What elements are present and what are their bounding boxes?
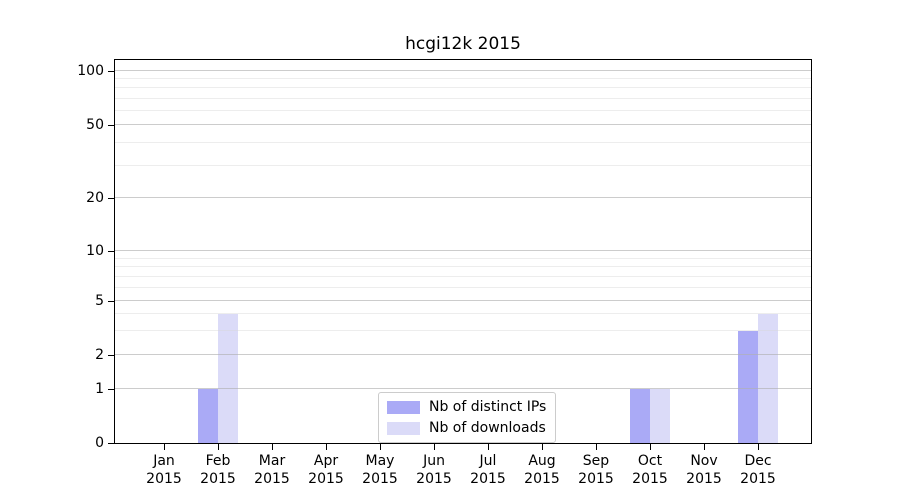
x-axis-tick-label: Nov 2015 [686,453,722,487]
gridline-minor [115,142,811,143]
x-tick-mark [272,444,273,450]
legend-item: Nb of distinct IPs [387,399,546,415]
x-tick-mark [596,444,597,450]
gridline-minor [115,78,811,79]
gridline-minor [115,258,811,259]
plot-area [114,59,812,444]
gridline-major [115,300,811,301]
x-axis-tick-label: Apr 2015 [308,453,344,487]
bar-distinct-ips [198,389,218,443]
bar-downloads [218,314,238,443]
gridline-minor [115,98,811,99]
gridline-minor [115,165,811,166]
x-tick-mark [434,444,435,450]
x-axis-tick-label: Jun 2015 [416,453,452,487]
y-tick-mark [108,389,114,390]
gridline-minor [115,87,811,88]
y-axis-tick-label: 100 [77,63,104,79]
bar-downloads [650,389,670,443]
x-tick-mark [326,444,327,450]
x-axis-tick-label: Sep 2015 [578,453,614,487]
gridline-major [115,250,811,251]
legend-label: Nb of downloads [429,420,546,436]
bar-distinct-ips [738,331,758,443]
x-tick-mark [164,444,165,450]
x-axis-tick-label: Aug 2015 [524,453,560,487]
x-axis-tick-label: May 2015 [362,453,398,487]
y-tick-mark [108,125,114,126]
legend: Nb of distinct IPs Nb of downloads [378,392,557,443]
x-axis-tick-label: Dec 2015 [740,453,776,487]
y-axis-tick-label: 20 [86,190,104,206]
gridline-minor [115,110,811,111]
x-tick-mark [380,444,381,450]
gridline-major [115,70,811,71]
y-axis-tick-label: 50 [86,117,104,133]
legend-swatch [387,421,420,435]
y-tick-mark [108,71,114,72]
x-tick-mark [542,444,543,450]
x-tick-mark [650,444,651,450]
x-tick-mark [758,444,759,450]
gridline-minor [115,276,811,277]
x-axis-tick-label: Oct 2015 [632,453,668,487]
legend-item: Nb of downloads [387,420,546,436]
x-tick-mark [488,444,489,450]
gridline-minor [115,287,811,288]
y-tick-mark [108,198,114,199]
bar-distinct-ips [630,389,650,443]
legend-label: Nb of distinct IPs [429,399,547,415]
gridline-major [115,197,811,198]
x-axis-tick-label: Mar 2015 [254,453,290,487]
y-tick-mark [108,443,114,444]
y-axis-tick-label: 1 [95,381,104,397]
x-axis-tick-label: Feb 2015 [200,453,236,487]
gridline-major [115,124,811,125]
y-tick-mark [108,355,114,356]
x-tick-mark [218,444,219,450]
y-axis-tick-label: 2 [95,347,104,363]
chart-title: hcgi12k 2015 [405,34,521,54]
bar-downloads [758,314,778,443]
x-axis-tick-label: Jan 2015 [146,453,182,487]
y-tick-mark [108,251,114,252]
y-axis-tick-label: 0 [95,435,104,451]
x-axis-tick-label: Jul 2015 [470,453,506,487]
legend-swatch [387,400,420,414]
gridline-minor [115,266,811,267]
y-tick-mark [108,301,114,302]
y-axis-tick-label: 5 [95,293,104,309]
x-tick-mark [704,444,705,450]
y-axis-tick-label: 10 [86,243,104,259]
